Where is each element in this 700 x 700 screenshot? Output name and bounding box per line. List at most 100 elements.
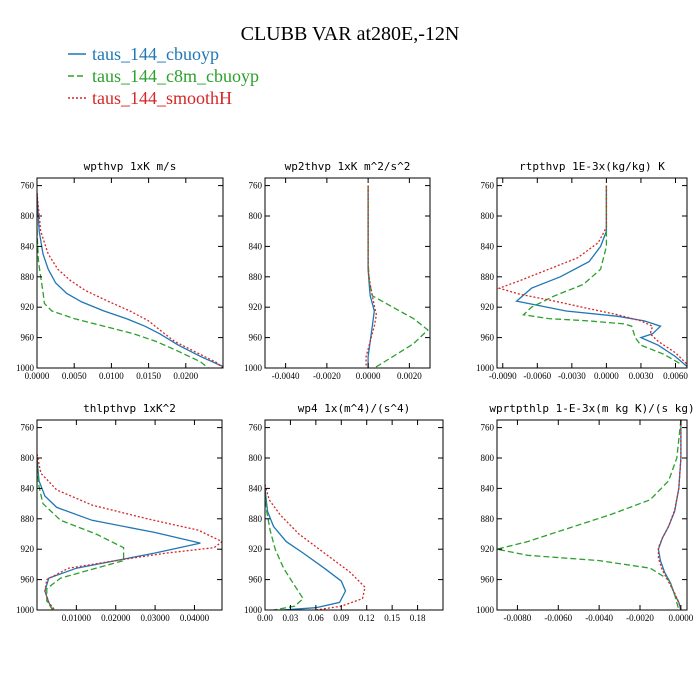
x-tick-label: 0.18 [410, 613, 426, 623]
x-tick-label: 0.12 [359, 613, 375, 623]
series-group [265, 484, 366, 610]
x-tick-label: -0.0030 [558, 371, 586, 381]
series-line-2 [37, 193, 209, 368]
series-line-3 [497, 185, 687, 365]
panel-4: thlpthvp 1xK^2 760 800 840 880 920 960 1000 0.01… [16, 402, 223, 623]
series-line-1 [265, 488, 347, 610]
x-tick-label: -0.0060 [523, 371, 551, 381]
x-tick-label: 0.00 [257, 613, 273, 623]
series-group [37, 454, 222, 610]
y-tick-label: 960 [21, 333, 35, 343]
y-tick-label: 880 [481, 514, 495, 524]
x-tick-label: 0.0000 [668, 613, 693, 623]
y-tick-label: 920 [481, 544, 495, 554]
y-tick-label: 1000 [16, 605, 35, 615]
y-tick-label: 960 [481, 575, 495, 585]
x-tick-label: -0.0040 [272, 371, 300, 381]
x-tick-label: 0.0030 [629, 371, 654, 381]
panel-6: wprtpthlp 1-E-3x(m kg K)/(s kg) 760 800 840… [476, 402, 695, 623]
x-tick-label: -0.0060 [544, 613, 572, 623]
series-line-3 [365, 185, 378, 368]
figure-title: CLUBB VAR at280E,-12N [241, 23, 460, 45]
y-tick-label: 840 [249, 483, 263, 493]
y-tick-label: 960 [481, 333, 495, 343]
legend-label-2: taus_144_c8m_cbuoyp [92, 66, 259, 86]
x-tick-label: 0.06 [308, 613, 324, 623]
y-tick-label: 760 [21, 423, 35, 433]
y-tick-label: 960 [249, 333, 263, 343]
x-tick-label: 0.02000 [101, 613, 131, 623]
x-tick-label: 0.09 [333, 613, 349, 623]
series-line-3 [657, 420, 682, 610]
x-tick-label: 0.0020 [397, 371, 422, 381]
y-tick-label: 840 [21, 241, 35, 251]
legend: taus_144_cbuoyp taus_144_c8m_cbuoyp taus… [68, 44, 259, 108]
y-tick-label: 760 [21, 181, 35, 191]
y-tick-label: 920 [21, 302, 35, 312]
x-tick-label: 0.0060 [663, 371, 688, 381]
x-tick-label: -0.0040 [585, 613, 613, 623]
series-line-1 [37, 193, 223, 368]
y-tick-label: 960 [249, 575, 263, 585]
series-line-3 [37, 193, 223, 368]
y-tick-label: 1000 [476, 605, 495, 615]
x-tick-label: -0.0020 [626, 613, 654, 623]
x-tick-label: 0.0050 [62, 371, 87, 381]
y-tick-label: 800 [481, 211, 495, 221]
series-line-2 [37, 457, 125, 610]
series-group [365, 185, 429, 368]
legend-label-1: taus_144_cbuoyp [92, 44, 219, 64]
y-tick-label: 840 [481, 483, 495, 493]
y-tick-label: 920 [481, 302, 495, 312]
y-tick-label: 760 [249, 423, 263, 433]
x-tick-label: 0.0000 [25, 371, 50, 381]
plot-frame [36, 419, 223, 611]
series-line-2 [522, 185, 682, 365]
y-tick-label: 880 [249, 514, 263, 524]
series-group [37, 193, 223, 368]
series-line-3 [265, 484, 366, 610]
plot-frame [496, 419, 688, 611]
series-line-1 [515, 185, 687, 367]
series-line-3 [37, 454, 222, 610]
y-tick-label: 880 [21, 514, 35, 524]
series-line-2 [265, 492, 304, 610]
y-tick-label: 800 [249, 453, 263, 463]
x-tick-label: 0.0000 [356, 371, 381, 381]
panel-title: wp2thvp 1xK m^2/s^2 [285, 160, 411, 173]
y-tick-label: 920 [249, 544, 263, 554]
y-tick-label: 760 [481, 181, 495, 191]
panel-title: wp4 1x(m^4)/(s^4) [298, 402, 411, 415]
y-tick-label: 840 [249, 241, 263, 251]
y-tick-label: 800 [21, 211, 35, 221]
series-line-1 [37, 457, 201, 610]
y-tick-label: 920 [249, 302, 263, 312]
y-tick-label: 880 [481, 272, 495, 282]
panel-1: wpthvp 1xK m/s76080084088092096010000.00… [16, 160, 224, 381]
y-tick-label: 1000 [244, 363, 263, 373]
series-line-2 [497, 420, 682, 610]
y-tick-label: 1000 [244, 605, 263, 615]
y-tick-label: 960 [21, 575, 35, 585]
panel-title: rtpthvp 1E-3x(kg/kg) K [519, 160, 665, 173]
panel-2: wp2thvp 1xK m^2/s^2 760 800 840 880 920 960 100… [244, 160, 431, 381]
plot-frame [264, 419, 444, 611]
y-tick-label: 1000 [476, 363, 495, 373]
x-tick-label: 0.0000 [594, 371, 619, 381]
panel-title: wprtpthlp 1-E-3x(m kg K)/(s kg) [489, 402, 694, 415]
y-tick-label: 840 [481, 241, 495, 251]
x-tick-label: 0.0150 [136, 371, 161, 381]
y-tick-label: 1000 [16, 363, 35, 373]
x-tick-label: 0.03 [283, 613, 299, 623]
x-tick-label: 0.0100 [99, 371, 124, 381]
y-tick-label: 800 [21, 453, 35, 463]
panel-grid: wpthvp 1xK m/s76080084088092096010000.00… [16, 160, 695, 623]
x-tick-label: -0.0090 [489, 371, 517, 381]
panel-3: rtpthvp 1E-3x(kg/kg) K 760 800 840 880 920 960… [476, 160, 688, 381]
legend-label-3: taus_144_smoothH [92, 88, 232, 108]
y-tick-label: 800 [249, 211, 263, 221]
x-tick-label: 0.04000 [180, 613, 210, 623]
y-tick-label: 880 [249, 272, 263, 282]
y-tick-label: 760 [481, 423, 495, 433]
